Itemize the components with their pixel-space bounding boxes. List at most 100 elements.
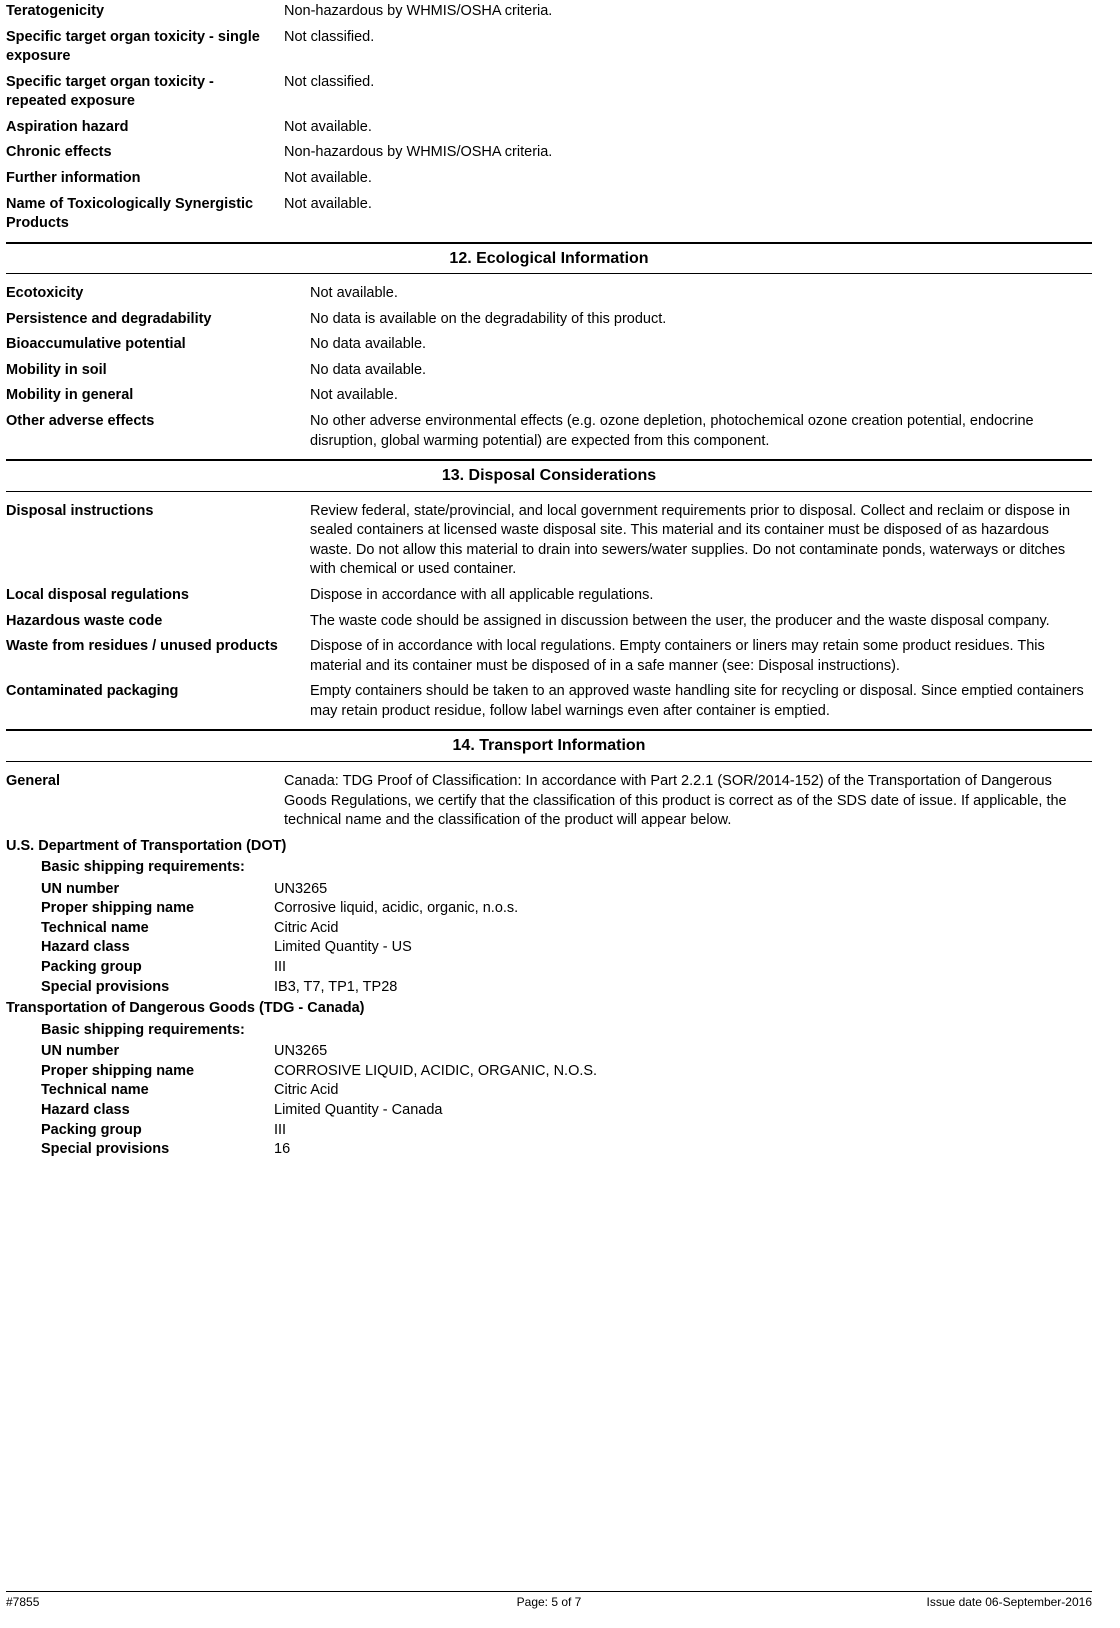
- shipping-label: Proper shipping name: [41, 899, 274, 919]
- shipping-row: Hazard classLimited Quantity - Canada: [41, 1101, 1092, 1121]
- data-row: Specific target organ toxicity - single …: [6, 28, 1092, 67]
- tdg-rows: UN numberUN3265Proper shipping nameCORRO…: [41, 1042, 1092, 1159]
- shipping-row: Special provisions16: [41, 1140, 1092, 1160]
- data-row: Further informationNot available.: [6, 169, 1092, 189]
- row-label: Chronic effects: [6, 143, 284, 163]
- row-value: Not available.: [310, 284, 1092, 304]
- shipping-row: UN numberUN3265: [41, 1042, 1092, 1062]
- shipping-value: Citric Acid: [274, 919, 1092, 939]
- row-label: Teratogenicity: [6, 2, 284, 22]
- row-value: No data is available on the degradabilit…: [310, 310, 1092, 330]
- row-value: Non-hazardous by WHMIS/OSHA criteria.: [284, 143, 1092, 163]
- shipping-row: Packing groupIII: [41, 1121, 1092, 1141]
- data-row: Local disposal regulationsDispose in acc…: [6, 586, 1092, 606]
- shipping-label: Technical name: [41, 919, 274, 939]
- data-row: Chronic effectsNon-hazardous by WHMIS/OS…: [6, 143, 1092, 163]
- shipping-value: Corrosive liquid, acidic, organic, n.o.s…: [274, 899, 1092, 919]
- data-row: Other adverse effectsNo other adverse en…: [6, 412, 1092, 451]
- data-row: TeratogenicityNon-hazardous by WHMIS/OSH…: [6, 2, 1092, 22]
- shipping-value: Limited Quantity - Canada: [274, 1101, 1092, 1121]
- row-label: Contaminated packaging: [6, 682, 310, 721]
- row-label: Ecotoxicity: [6, 284, 310, 304]
- page-footer: #7855 Page: 5 of 7 Issue date 06-Septemb…: [6, 1591, 1092, 1610]
- shipping-value: IB3, T7, TP1, TP28: [274, 978, 1092, 998]
- row-label: Other adverse effects: [6, 412, 310, 451]
- row-value: Not classified.: [284, 73, 1092, 112]
- shipping-row: UN numberUN3265: [41, 880, 1092, 900]
- row-label: Persistence and degradability: [6, 310, 310, 330]
- tdg-heading: Transportation of Dangerous Goods (TDG -…: [6, 999, 1092, 1019]
- shipping-label: UN number: [41, 1042, 274, 1062]
- row-label: Aspiration hazard: [6, 118, 284, 138]
- shipping-row: Special provisionsIB3, T7, TP1, TP28: [41, 978, 1092, 998]
- data-row: Bioaccumulative potentialNo data availab…: [6, 335, 1092, 355]
- row-label: Mobility in general: [6, 386, 310, 406]
- section-11-tail: Teratogenicity Non-hazardous by WHMIS/OSH…: [6, 2, 1092, 234]
- shipping-label: UN number: [41, 880, 274, 900]
- row-value: Not available.: [284, 169, 1092, 189]
- row-value: No data available.: [310, 361, 1092, 381]
- shipping-row: Hazard classLimited Quantity - US: [41, 938, 1092, 958]
- shipping-label: Special provisions: [41, 1140, 274, 1160]
- section-13-body: Disposal instructionsReview federal, sta…: [6, 502, 1092, 722]
- shipping-label: Hazard class: [41, 938, 274, 958]
- row-label: Further information: [6, 169, 284, 189]
- section-12-header: 12. Ecological Information: [6, 242, 1092, 275]
- row-label: Specific target organ toxicity - single …: [6, 28, 284, 67]
- row-label: Mobility in soil: [6, 361, 310, 381]
- data-row: Disposal instructionsReview federal, sta…: [6, 502, 1092, 580]
- row-label: Local disposal regulations: [6, 586, 310, 606]
- shipping-label: Special provisions: [41, 978, 274, 998]
- general-row: General Canada: TDG Proof of Classificat…: [6, 772, 1092, 831]
- data-row: Specific target organ toxicity - repeate…: [6, 73, 1092, 112]
- row-value: Dispose of in accordance with local regu…: [310, 637, 1092, 676]
- row-value: The waste code should be assigned in dis…: [310, 612, 1092, 632]
- footer-right: Issue date 06-September-2016: [730, 1594, 1092, 1610]
- dot-heading: U.S. Department of Transportation (DOT): [6, 837, 1092, 857]
- row-label: Waste from residues / unused products: [6, 637, 310, 676]
- shipping-row: Proper shipping nameCORROSIVE LIQUID, AC…: [41, 1062, 1092, 1082]
- row-value: Not classified.: [284, 28, 1092, 67]
- row-value: Not available.: [284, 118, 1092, 138]
- data-row: Hazardous waste codeThe waste code shoul…: [6, 612, 1092, 632]
- section-13-header: 13. Disposal Considerations: [6, 459, 1092, 492]
- row-value: Empty containers should be taken to an a…: [310, 682, 1092, 721]
- data-row: Name of Toxicologically Synergistic Prod…: [6, 195, 1092, 234]
- row-value: No other adverse environmental effects (…: [310, 412, 1092, 451]
- dot-rows: UN numberUN3265Proper shipping nameCorro…: [41, 880, 1092, 997]
- footer-left: #7855: [6, 1594, 368, 1610]
- data-row: Aspiration hazardNot available.: [6, 118, 1092, 138]
- data-row: EcotoxicityNot available.: [6, 284, 1092, 304]
- tdg-subheading: Basic shipping requirements:: [41, 1021, 1092, 1041]
- row-label: Hazardous waste code: [6, 612, 310, 632]
- section-14-header: 14. Transport Information: [6, 729, 1092, 762]
- dot-subheading: Basic shipping requirements:: [41, 858, 1092, 878]
- data-row: Persistence and degradabilityNo data is …: [6, 310, 1092, 330]
- shipping-value: CORROSIVE LIQUID, ACIDIC, ORGANIC, N.O.S…: [274, 1062, 1092, 1082]
- row-value: Dispose in accordance with all applicabl…: [310, 586, 1092, 606]
- general-value: Canada: TDG Proof of Classification: In …: [284, 772, 1092, 831]
- shipping-label: Proper shipping name: [41, 1062, 274, 1082]
- row-label: Name of Toxicologically Synergistic Prod…: [6, 195, 284, 234]
- row-label: Specific target organ toxicity - repeate…: [6, 73, 284, 112]
- shipping-row: Technical nameCitric Acid: [41, 1081, 1092, 1101]
- footer-center: Page: 5 of 7: [368, 1594, 730, 1610]
- shipping-row: Proper shipping nameCorrosive liquid, ac…: [41, 899, 1092, 919]
- shipping-label: Packing group: [41, 1121, 274, 1141]
- data-row: Mobility in soilNo data available.: [6, 361, 1092, 381]
- shipping-value: UN3265: [274, 880, 1092, 900]
- general-label: General: [6, 772, 284, 831]
- shipping-row: Technical nameCitric Acid: [41, 919, 1092, 939]
- row-value: Review federal, state/provincial, and lo…: [310, 502, 1092, 580]
- section-12-body: EcotoxicityNot available.Persistence and…: [6, 284, 1092, 451]
- shipping-label: Packing group: [41, 958, 274, 978]
- data-row: Mobility in generalNot available.: [6, 386, 1092, 406]
- row-value: Not available.: [284, 195, 1092, 234]
- row-label: Bioaccumulative potential: [6, 335, 310, 355]
- shipping-value: 16: [274, 1140, 1092, 1160]
- row-label: Disposal instructions: [6, 502, 310, 580]
- shipping-row: Packing groupIII: [41, 958, 1092, 978]
- shipping-value: UN3265: [274, 1042, 1092, 1062]
- data-row: Contaminated packagingEmpty containers s…: [6, 682, 1092, 721]
- shipping-value: III: [274, 958, 1092, 978]
